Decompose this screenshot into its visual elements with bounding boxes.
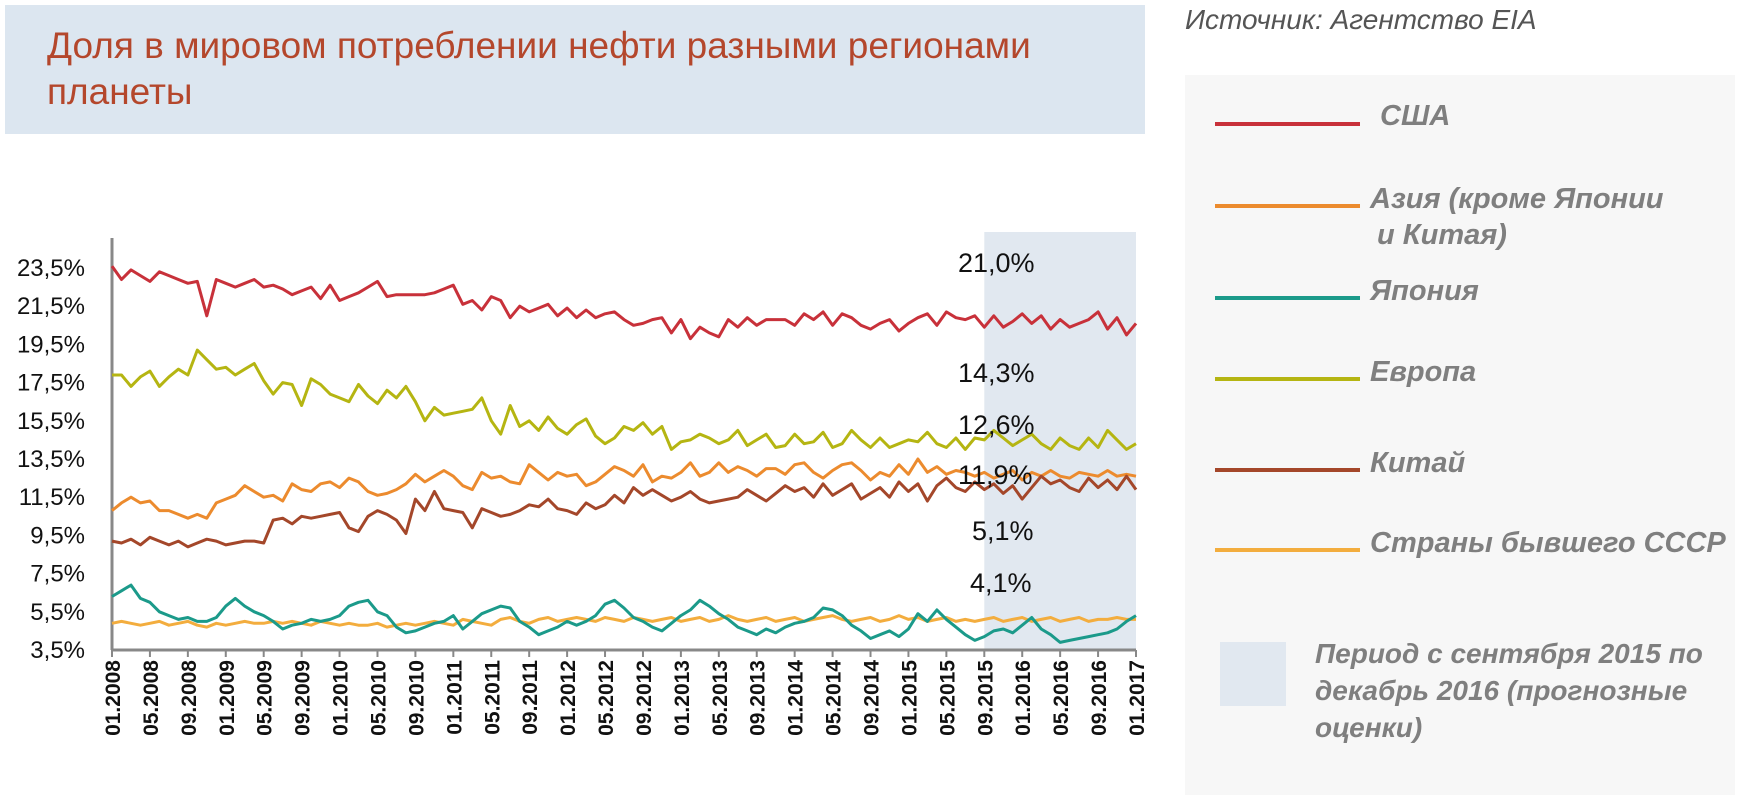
legend-forecast-swatch (1220, 642, 1286, 706)
forecast-period-band (984, 232, 1136, 650)
legend-label-europe: Европа (1370, 356, 1477, 388)
x-tick-label: 05.2010 (367, 660, 390, 736)
data-label-asia: 12,6% (958, 410, 1035, 440)
y-tick-label: 19,5% (17, 331, 85, 358)
y-tick-label: 15,5% (17, 408, 85, 435)
legend-label-usa: США (1380, 100, 1451, 132)
legend-line-usa (1215, 122, 1360, 126)
legend-line-japan (1215, 296, 1360, 300)
legend-label-ussr: Страны бывшего СССР (1370, 527, 1726, 559)
data-label-japan: 4,1% (970, 568, 1032, 598)
x-tick-label: 09.2015 (974, 660, 997, 736)
legend-line-asia (1215, 204, 1360, 208)
x-tick-label: 05.2013 (709, 660, 732, 736)
x-tick-label: 01.2012 (557, 660, 580, 736)
y-tick-label: 7,5% (30, 561, 85, 588)
x-tick-label: 05.2009 (254, 660, 277, 736)
legend-label-asia-line2: и Китая) (1377, 219, 1507, 251)
x-tick-label: 05.2008 (140, 660, 163, 736)
y-tick-label: 17,5% (17, 370, 85, 397)
series-line-china (111, 474, 1138, 549)
x-tick-label: 09.2012 (633, 660, 656, 736)
series-line-asia (111, 457, 1137, 520)
x-tick-label: 01.2016 (1012, 660, 1035, 736)
legend-line-ussr (1215, 548, 1360, 552)
series-line-usa (110, 265, 1138, 341)
series-line-ussr (111, 614, 1136, 629)
title-banner: Доля в мировом потреблении нефти разными… (5, 5, 1145, 134)
source-note: Источник: Агентство EIA (1185, 4, 1537, 35)
y-tick-label: 13,5% (17, 446, 85, 473)
x-tick-label: 09.2010 (405, 660, 428, 736)
y-tick-label: 9,5% (30, 522, 85, 549)
y-tick-label: 21,5% (17, 293, 85, 320)
data-label-china: 11,9% (958, 460, 1033, 490)
x-tick-label: 05.2016 (1050, 660, 1073, 736)
x-tick-label: 01.2011 (443, 660, 466, 735)
x-tick-label: 01.2015 (898, 660, 921, 736)
x-tick-label: 01.2008 (102, 660, 125, 736)
series-line-europe (112, 348, 1137, 451)
x-tick-label: 05.2015 (936, 660, 959, 736)
x-tick-label: 01.2014 (785, 660, 808, 736)
x-tick-label: 05.2014 (823, 660, 846, 736)
y-tick-label: 11,5% (19, 484, 85, 511)
data-label-ussr: 5,1% (972, 516, 1034, 546)
data-label-europe: 14,3% (958, 358, 1035, 388)
legend-label-asia: Азия (кроме Японии (1370, 183, 1664, 215)
x-tick-label: 09.2013 (747, 660, 770, 736)
data-label-usa: 21,0% (958, 248, 1035, 278)
line-chart: 23,5% 21,5% 19,5% 17,5% 15,5% 13,5% 11,5% 9,5% 7… (17, 232, 1149, 736)
x-tick-label: 05.2011 (481, 660, 504, 735)
legend-label-china: Китай (1370, 447, 1466, 479)
legend-line-europe (1215, 377, 1360, 381)
x-tick-label: 01.2013 (671, 660, 694, 736)
y-tick-label: 3,5% (30, 637, 85, 664)
x-tick-label: 09.2014 (861, 660, 884, 736)
y-tick-label: 5,5% (30, 599, 85, 626)
y-tick-label: 23,5% (17, 255, 85, 282)
x-tick-label: 01.2010 (330, 660, 353, 736)
x-tick-label: 09.2016 (1088, 660, 1111, 736)
x-tick-label: 05.2012 (595, 660, 618, 736)
legend-label-japan: Япония (1370, 275, 1479, 307)
x-tick-label: 09.2009 (292, 660, 315, 736)
chart-title: Доля в мировом потреблении нефти разными… (47, 25, 1031, 112)
x-tick-label: 09.2008 (178, 660, 201, 736)
x-tick-label: 01.2017 (1126, 660, 1149, 736)
legend-forecast-label: Период с сентября 2015 по декабрь 2016 (… (1315, 638, 1703, 743)
legend: США Азия (кроме Японии и Китая) Япония Е… (1185, 75, 1735, 795)
x-tick-label: 09.2011 (519, 660, 542, 735)
x-tick-label: 01.2009 (216, 660, 239, 736)
series-line-japan (111, 583, 1137, 644)
legend-line-china (1215, 468, 1360, 472)
